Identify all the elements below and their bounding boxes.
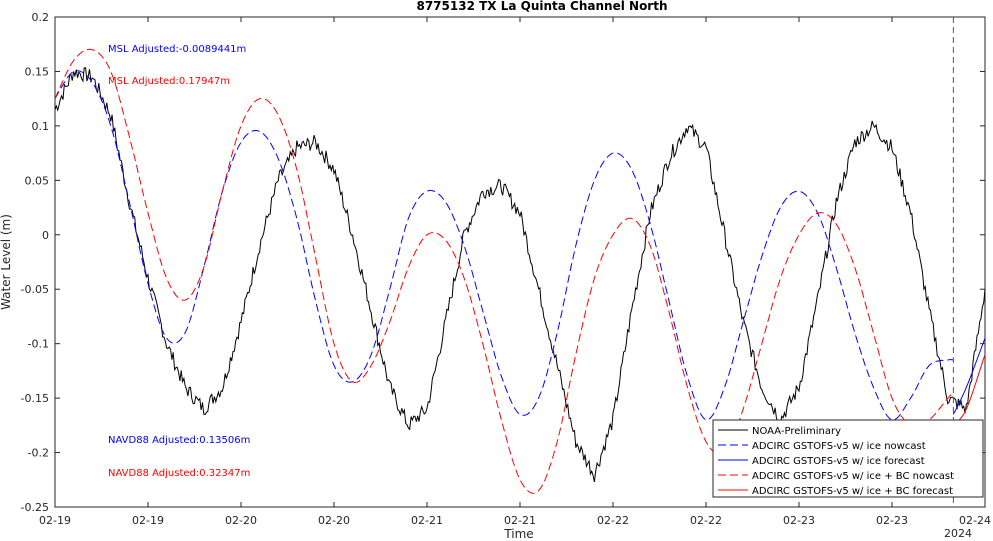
y-axis-label: Water Level (m) <box>0 214 13 310</box>
annotation-navd88-ice-bc: NAVD88 Adjusted:0.32347m <box>108 468 250 479</box>
x-tick-label: 02-24 <box>959 514 991 527</box>
y-tick-label: 0.15 <box>25 65 50 78</box>
legend-ice-nowcast-label: ADCIRC GSTOFS-v5 w/ ice nowcast <box>752 441 926 452</box>
x-axis-year-label: 2024 <box>944 527 972 540</box>
series-ice-nowcast <box>54 70 954 421</box>
annotation-msl-ice: MSL Adjusted:-0.0089441m <box>108 44 246 55</box>
x-tick-label: 02-19 <box>132 514 164 527</box>
annotation-navd88-ice: NAVD88 Adjusted:0.13506m <box>108 435 250 446</box>
x-tick-label: 02-21 <box>411 514 443 527</box>
x-axis-label: Time <box>503 527 533 541</box>
x-tick-label: 02-23 <box>876 514 908 527</box>
y-tick-label: 0.2 <box>32 11 50 24</box>
y-tick-label: -0.05 <box>21 283 49 296</box>
legend-noaa-preliminary-label: NOAA-Preliminary <box>752 426 841 437</box>
chart-title: 8775132 TX La Quinta Channel North <box>416 0 667 13</box>
y-tick-label: -0.25 <box>21 501 49 514</box>
legend-ice-forecast-label: ADCIRC GSTOFS-v5 w/ ice forecast <box>752 456 925 467</box>
x-tick-label: 02-23 <box>783 514 815 527</box>
y-tick-label: 0.05 <box>25 174 50 187</box>
x-tick-label: 02-22 <box>690 514 722 527</box>
axis-ticks: -0.25 -0.2 -0.15 -0.1 -0.05 0 0.05 0.1 0.15 0.2 02… <box>21 11 991 527</box>
legend: NOAA-Preliminary ADCIRC GSTOFS-v5 w/ ice … <box>712 419 984 498</box>
annotation-msl-ice-bc: MSL Adjusted:0.17947m <box>108 76 230 87</box>
x-tick-label: 02-22 <box>597 514 629 527</box>
legend-ice-bc-forecast-label: ADCIRC GSTOFS-v5 w/ ice + BC forecast <box>752 486 953 497</box>
series-ice-bc-nowcast <box>54 48 954 494</box>
legend-box <box>712 419 984 498</box>
legend-entries: NOAA-Preliminary ADCIRC GSTOFS-v5 w/ ice … <box>718 426 954 497</box>
y-tick-label: -0.15 <box>21 392 49 405</box>
series-ice-forecast <box>952 338 986 415</box>
legend-ice-bc-nowcast-label: ADCIRC GSTOFS-v5 w/ ice + BC nowcast <box>752 471 954 482</box>
x-tick-label: 02-19 <box>39 514 71 527</box>
x-tick-label: 02-21 <box>504 514 536 527</box>
y-tick-label: -0.1 <box>28 338 49 351</box>
series-noaa-preliminary <box>54 67 986 483</box>
y-tick-label: 0.1 <box>32 120 50 133</box>
x-tick-label: 02-20 <box>225 514 257 527</box>
y-tick-label: -0.2 <box>28 447 49 460</box>
x-tick-label: 02-20 <box>318 514 350 527</box>
y-tick-label: 0 <box>42 229 49 242</box>
